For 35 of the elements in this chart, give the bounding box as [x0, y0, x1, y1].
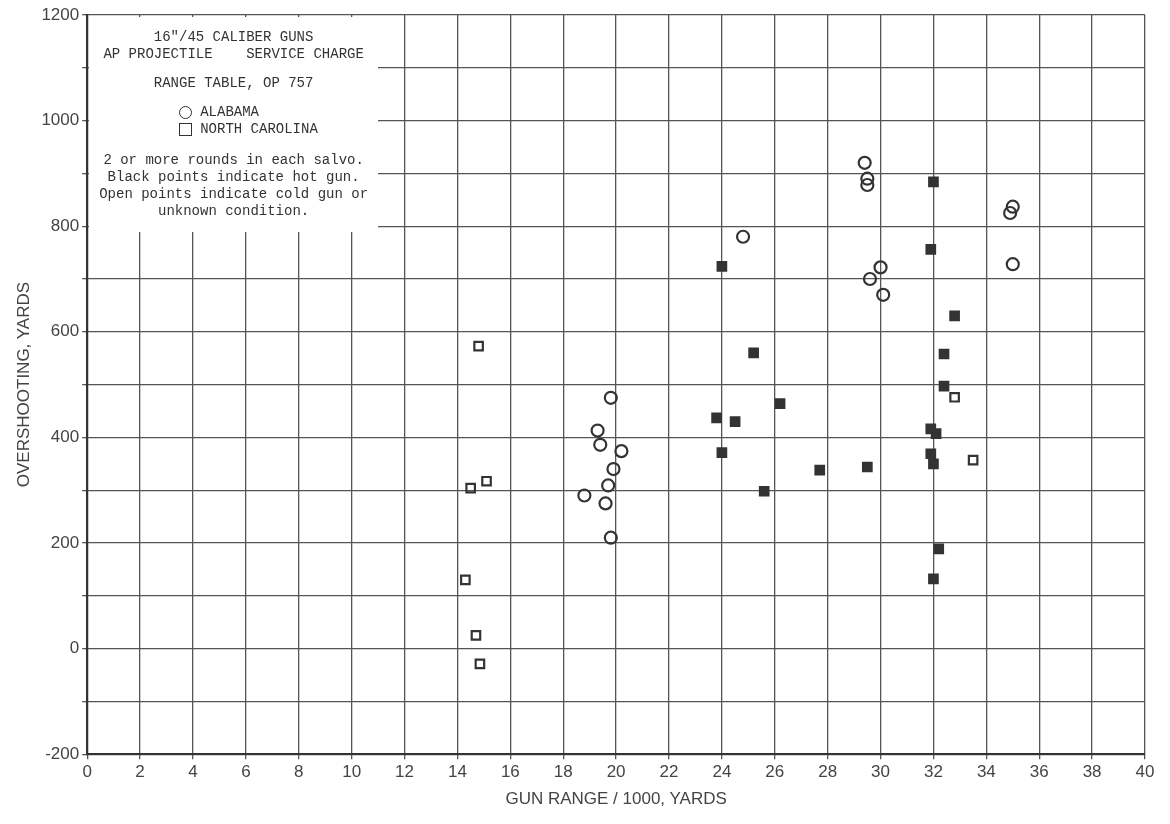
- x-tick-label: 16: [500, 762, 520, 782]
- x-tick-label: 2: [135, 762, 145, 782]
- x-tick-label: 32: [923, 762, 943, 782]
- x-tick-label: 20: [606, 762, 626, 782]
- y-tick-label: 200: [50, 532, 80, 552]
- legend-label: NORTH CAROLINA: [200, 121, 318, 138]
- y-tick-label: 800: [50, 215, 80, 235]
- x-tick-label: 8: [294, 762, 304, 782]
- x-tick-label: 38: [1082, 762, 1102, 782]
- x-tick-label: 36: [1029, 762, 1049, 782]
- text: RANGE TABLE, OP 757: [152, 75, 315, 92]
- y-tick-label: 1000: [41, 110, 80, 130]
- y-tick-label: 1200: [41, 4, 80, 24]
- x-tick-label: 14: [447, 762, 467, 782]
- y-tick-label: -200: [45, 743, 80, 763]
- x-tick-label: 22: [659, 762, 679, 782]
- x-tick-label: 40: [1135, 762, 1155, 782]
- x-tick-label: 18: [553, 762, 573, 782]
- x-tick-label: 30: [871, 762, 891, 782]
- x-tick-label: 26: [765, 762, 785, 782]
- legend-label: ALABAMA: [200, 104, 260, 121]
- x-tick-label: 10: [342, 762, 362, 782]
- x-tick-label: 12: [395, 762, 415, 782]
- text: 16"/45 CALIBER GUNS AP PROJECTILE SERVICE CHARGE: [102, 29, 365, 63]
- x-tick-label: 24: [712, 762, 732, 782]
- x-tick-label: 28: [818, 762, 838, 782]
- x-axis-title: GUN RANGE / 1000, YARDS: [505, 789, 727, 809]
- x-tick-label: 4: [188, 762, 198, 782]
- y-tick-label: 400: [50, 427, 80, 447]
- y-axis-title: OVERSHOOTING, YARDS: [13, 281, 33, 488]
- y-tick-label: 600: [50, 321, 80, 341]
- y-tick-label: 0: [69, 638, 80, 658]
- annotation: 2 or more rounds in each salvo. Black points indicate hot gun. Open points indicate cold gun or unknown condition.: [99, 152, 369, 220]
- x-tick-label: 6: [241, 762, 251, 782]
- x-tick-label: 34: [976, 762, 996, 782]
